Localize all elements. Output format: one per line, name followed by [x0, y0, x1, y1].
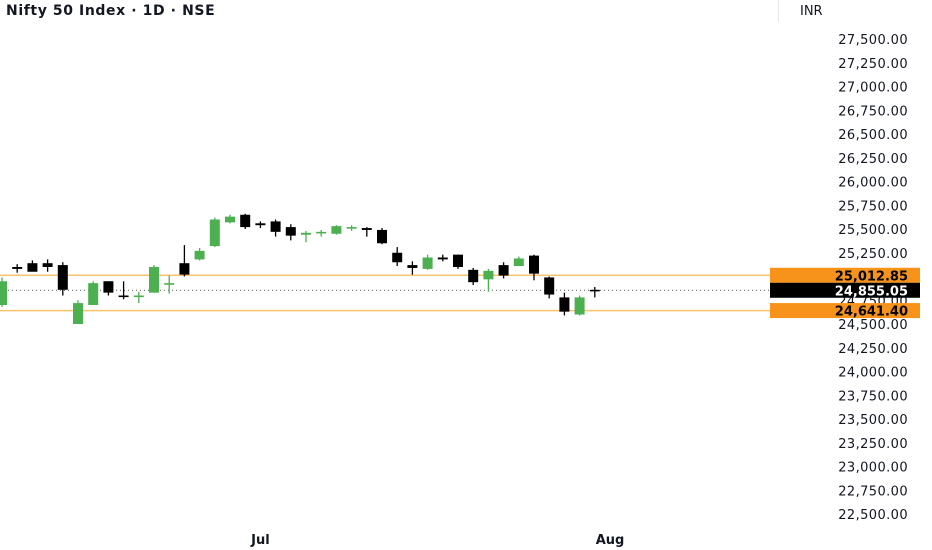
- y-tick-label: 24,000.00: [838, 366, 908, 381]
- y-tick-label: 24,250.00: [838, 342, 908, 357]
- candle-up: [574, 297, 585, 315]
- y-tick-label: 26,750.00: [838, 104, 908, 119]
- candle-up: [316, 231, 327, 234]
- candle-down: [529, 255, 539, 274]
- candle-up: [0, 281, 7, 305]
- candle-up: [73, 303, 83, 324]
- y-tick-label: 23,500.00: [838, 413, 908, 428]
- candle-down: [27, 263, 38, 272]
- candle-down: [255, 223, 266, 226]
- candle-down: [270, 221, 281, 232]
- candle-down: [392, 252, 403, 263]
- candle-down: [407, 265, 418, 268]
- candle-up: [331, 226, 342, 234]
- level-tag-label: 24,641.40: [835, 305, 908, 320]
- candle-up: [483, 270, 494, 280]
- y-tick-label: 25,500.00: [838, 223, 908, 238]
- level-tag-label: 25,012.85: [835, 269, 908, 284]
- y-tick-label: 22,750.00: [838, 484, 908, 499]
- currency-label: INR: [800, 4, 823, 19]
- y-tick-label: 22,500.00: [838, 508, 908, 523]
- candle-down: [179, 263, 190, 275]
- level-tag-1: [770, 303, 920, 319]
- candle-down: [103, 281, 114, 293]
- candle-up: [513, 258, 524, 267]
- candle-up: [149, 267, 159, 293]
- candle-down: [240, 214, 251, 228]
- candle-down: [12, 267, 23, 269]
- candle-down: [453, 254, 463, 267]
- y-tick-label: 27,500.00: [838, 33, 908, 48]
- candle-up: [301, 232, 311, 235]
- y-tick-label: 23,000.00: [838, 461, 908, 476]
- candle-up: [346, 227, 357, 229]
- candle-up: [164, 283, 175, 285]
- candle-down: [377, 229, 387, 244]
- candle-up: [209, 219, 220, 247]
- header-divider: [778, 0, 779, 22]
- y-tick-label: 24,500.00: [838, 318, 908, 333]
- y-tick-label: 23,750.00: [838, 389, 908, 404]
- y-tick-label: 26,500.00: [838, 128, 908, 143]
- y-tick-label: 23,250.00: [838, 437, 908, 452]
- y-tick-label: 27,000.00: [838, 81, 908, 96]
- candle-down: [437, 257, 448, 260]
- candle-down: [589, 289, 600, 292]
- candle-down: [559, 297, 570, 312]
- y-tick-label: 25,750.00: [838, 199, 908, 214]
- candle-down: [285, 227, 296, 236]
- level-tag-0: [770, 267, 920, 283]
- last-price-tag: [770, 282, 920, 298]
- y-tick-label: 26,250.00: [838, 152, 908, 167]
- candle-up: [225, 216, 235, 223]
- candle-down: [544, 277, 555, 295]
- candle-up: [88, 283, 99, 305]
- chart-title: Nifty 50 Index · 1D · NSE: [6, 3, 216, 19]
- y-tick-label: 26,000.00: [838, 176, 908, 191]
- candle-up: [133, 295, 144, 298]
- last-price-label: 24,855.05: [835, 284, 908, 299]
- y-tick-label: 25,250.00: [838, 247, 908, 262]
- candle-down: [361, 228, 372, 230]
- candle-down: [468, 269, 479, 283]
- candle-up: [194, 250, 205, 260]
- candle-down: [118, 295, 129, 298]
- candle-down: [42, 263, 53, 267]
- x-tick-label: Jul: [250, 533, 270, 548]
- x-tick-label: Aug: [596, 533, 625, 548]
- candle-up: [422, 257, 433, 269]
- candle-down: [498, 265, 509, 276]
- candle-down: [57, 265, 68, 290]
- y-tick-label: 27,250.00: [838, 57, 908, 72]
